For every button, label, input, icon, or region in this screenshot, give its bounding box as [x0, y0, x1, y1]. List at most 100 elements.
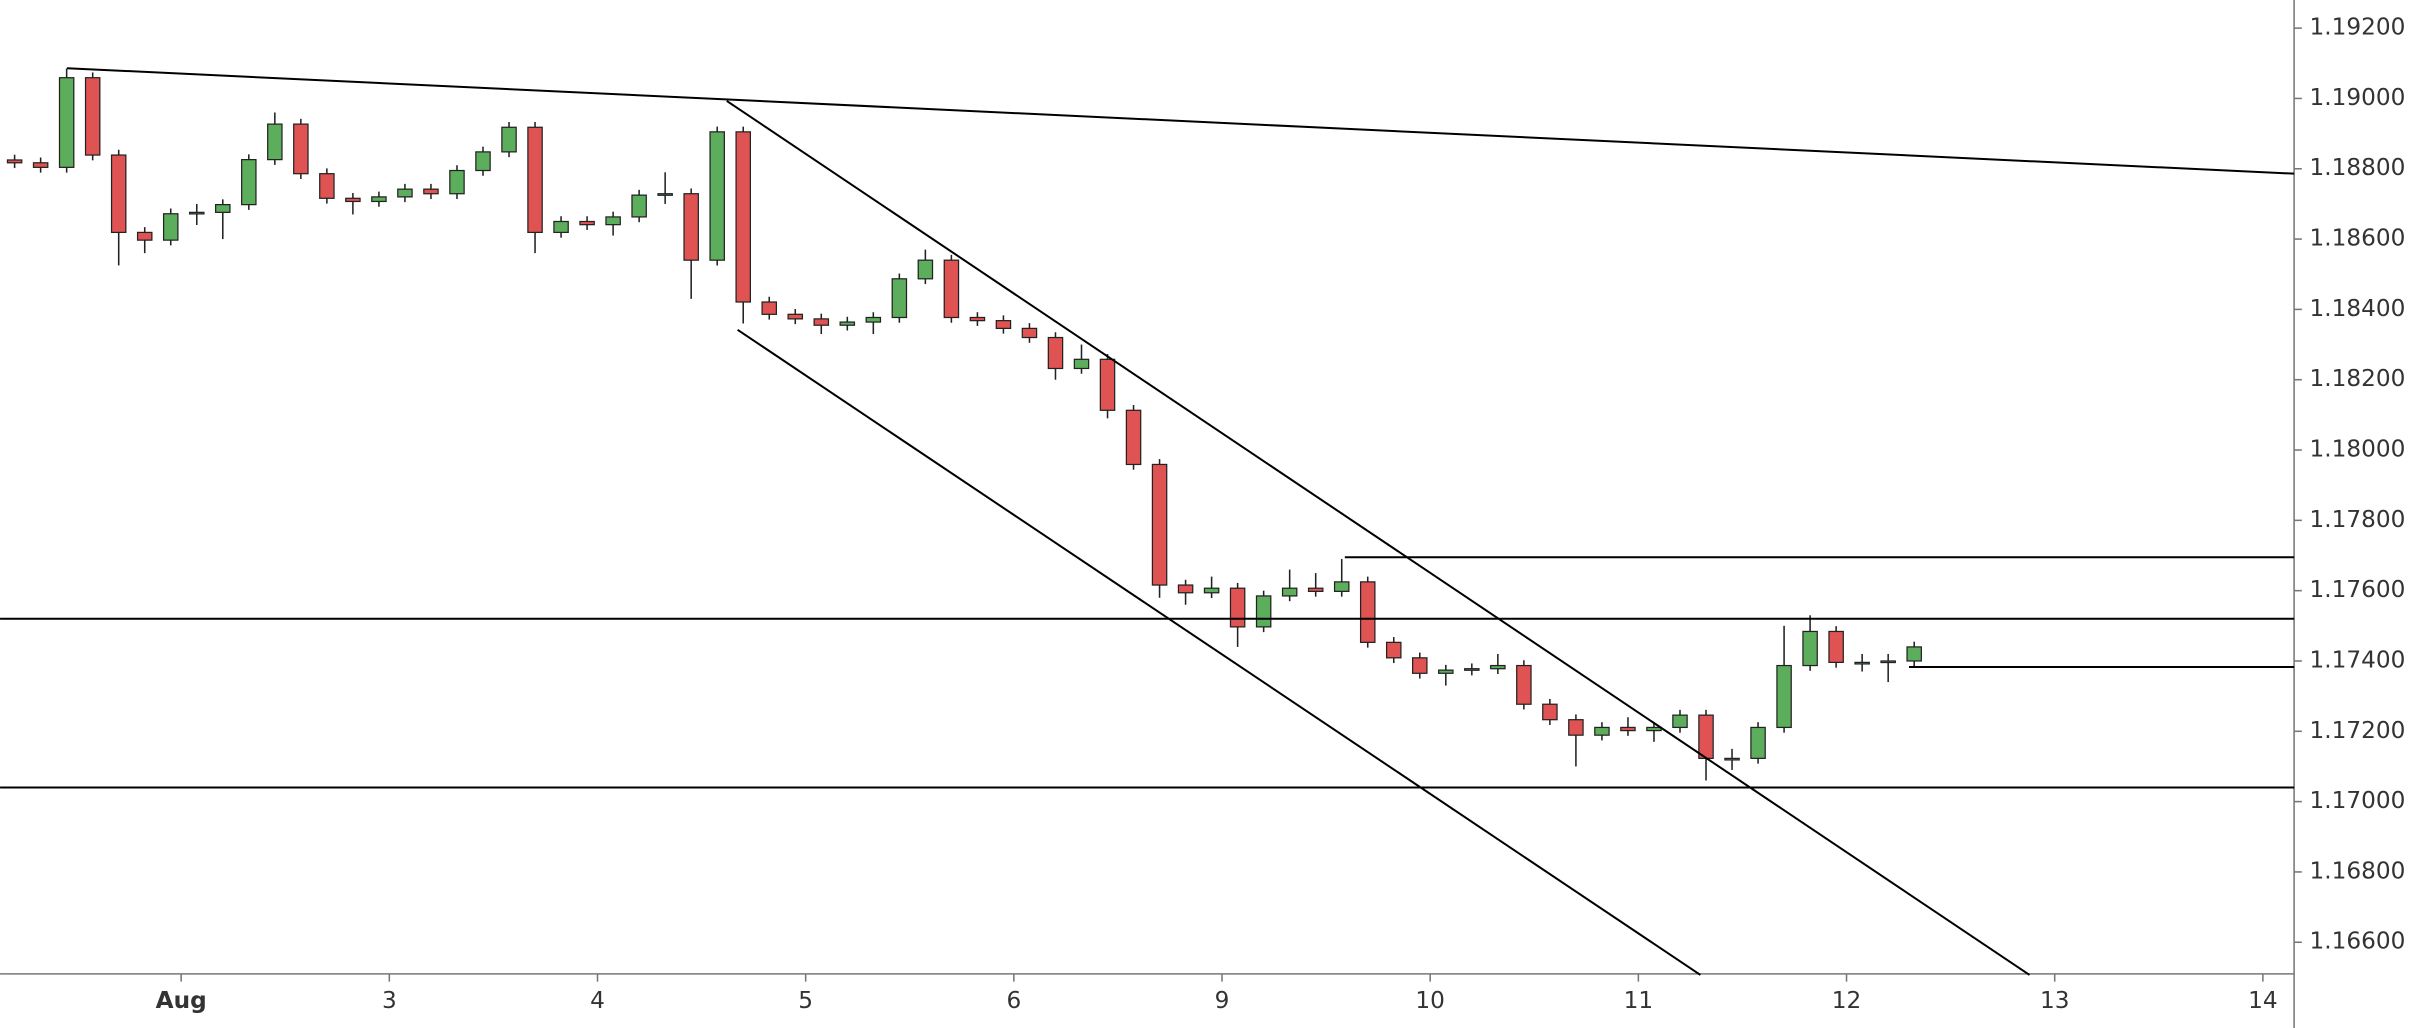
candle-body	[1412, 657, 1428, 674]
candle-body	[293, 123, 309, 175]
y-tick-label: 1.19000	[2310, 84, 2406, 111]
candle-body	[215, 204, 231, 213]
x-tick-label: 13	[2040, 987, 2070, 1014]
candle-body	[657, 193, 673, 196]
candle-body	[188, 211, 205, 215]
candle-body	[1177, 584, 1194, 594]
candle-body	[1307, 587, 1324, 592]
candle-body	[475, 151, 491, 172]
candle-body	[579, 220, 595, 226]
candle-body	[839, 321, 856, 326]
candle-body	[84, 77, 101, 156]
candle-body	[1802, 630, 1818, 667]
drawn-line	[726, 100, 2031, 976]
candle-body	[1568, 719, 1584, 736]
candle-body	[1151, 463, 1168, 586]
candle-body	[891, 278, 908, 319]
x-tick-label: 11	[1624, 987, 1653, 1014]
candle-body	[813, 318, 830, 326]
candle-body	[709, 131, 725, 261]
candle-body	[605, 216, 621, 226]
candle-body	[241, 159, 257, 206]
candle-body	[1255, 595, 1272, 628]
y-tick-label: 1.16600	[2310, 928, 2406, 955]
candle-body	[1620, 726, 1636, 732]
candle-body	[1385, 641, 1402, 659]
candle-body	[1047, 336, 1064, 370]
candle-body	[162, 213, 179, 241]
candle-body	[136, 231, 153, 241]
candle-body	[1281, 587, 1298, 597]
drawn-line	[737, 328, 1701, 976]
candle-body	[371, 196, 387, 203]
candle-body	[1359, 581, 1376, 643]
candle-body	[6, 159, 23, 164]
candle-body	[917, 259, 934, 280]
candle-body	[1724, 757, 1740, 761]
candle-body	[683, 193, 699, 261]
candle-body	[58, 77, 75, 168]
candle-body	[787, 313, 804, 320]
candle-body	[1203, 587, 1220, 594]
candle-body	[527, 126, 543, 234]
candle-body	[631, 194, 647, 218]
x-tick-label: 3	[382, 987, 397, 1014]
candle-body	[1646, 726, 1662, 732]
y-tick-label: 1.18800	[2310, 154, 2406, 181]
candle-body	[397, 188, 413, 198]
candle-body	[1099, 358, 1116, 411]
candle-body	[969, 316, 986, 322]
candle-body	[1828, 630, 1844, 664]
candle-body	[735, 131, 751, 303]
candle-body	[1880, 660, 1896, 664]
candle-body	[553, 220, 569, 234]
x-tick-label: 4	[590, 987, 605, 1014]
candle-body	[1125, 409, 1142, 466]
candle-body	[449, 169, 465, 195]
candle-body	[1750, 726, 1766, 759]
candle-body	[1073, 358, 1090, 370]
y-tick-label: 1.17200	[2310, 717, 2406, 744]
x-tick-label: 12	[1832, 987, 1862, 1014]
candle-body	[319, 173, 335, 199]
x-tick-label: 14	[2248, 987, 2278, 1014]
x-tick-label: 5	[798, 987, 813, 1014]
candle-body	[995, 320, 1012, 330]
candle-body	[943, 259, 960, 319]
candle-body	[267, 123, 283, 161]
candle-body	[1906, 646, 1922, 662]
candle-body	[423, 188, 439, 195]
drawn-line	[66, 67, 2295, 175]
candle-body	[1672, 714, 1688, 729]
candle-body	[1854, 661, 1870, 665]
candle-body	[1698, 714, 1714, 759]
y-tick-label: 1.19200	[2310, 14, 2406, 41]
y-tick-label: 1.16800	[2310, 857, 2406, 884]
x-tick-label: 10	[1415, 987, 1445, 1014]
candle-body	[1490, 664, 1506, 670]
candle-body	[32, 162, 49, 168]
candle-body	[1542, 703, 1558, 721]
candle-body	[1021, 327, 1038, 339]
x-tick-label: Aug	[156, 987, 207, 1014]
candle-body	[501, 126, 517, 153]
candle-body	[1333, 581, 1350, 592]
y-tick-label: 1.17400	[2310, 646, 2406, 673]
candle-body	[1464, 668, 1480, 671]
candle-body	[1516, 664, 1532, 705]
x-tick-label: 6	[1006, 987, 1021, 1014]
y-tick-label: 1.18400	[2310, 295, 2406, 322]
y-tick-label: 1.18600	[2310, 225, 2406, 252]
candle-body	[865, 316, 882, 323]
y-tick-label: 1.18000	[2310, 436, 2406, 463]
candle-body	[1438, 669, 1454, 674]
candle-body	[1229, 587, 1246, 628]
y-tick-label: 1.17600	[2310, 576, 2406, 603]
candle-body	[1594, 726, 1610, 736]
candle-body	[345, 197, 361, 203]
candle-body	[1776, 664, 1792, 729]
y-tick-label: 1.17000	[2310, 787, 2406, 814]
y-tick-label: 1.18200	[2310, 365, 2406, 392]
